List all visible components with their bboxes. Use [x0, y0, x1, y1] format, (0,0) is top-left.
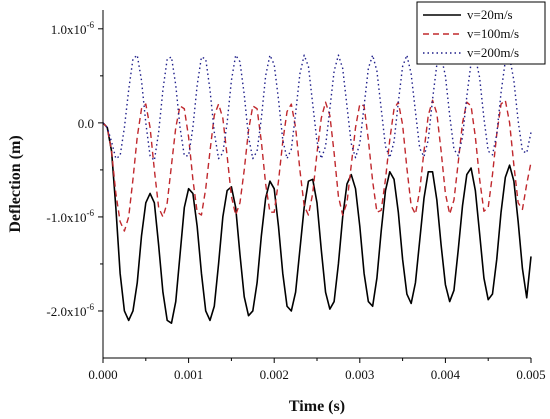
x-tick-label: 0.004: [431, 367, 461, 382]
legend-label-1: v=100m/s: [467, 26, 519, 41]
y-tick-label: 1.0x10-6: [51, 20, 95, 37]
legend-box: [416, 1, 546, 65]
y-tick-label-exponent: -6: [87, 208, 95, 218]
legend: v=20m/s v=100m/s v=200m/s: [416, 1, 546, 65]
y-axis-title: Deflection (m): [7, 135, 24, 232]
x-tick-label: 0.000: [88, 367, 117, 382]
y-tick-label: -2.0x10-6: [46, 302, 94, 319]
x-axis-title: Time (s): [289, 398, 345, 415]
y-tick-label-exponent: -6: [87, 20, 95, 30]
x-tick-label: 0.003: [345, 367, 374, 382]
y-tick-label-base: 1.0x10: [51, 22, 87, 37]
x-tick-label: 0.002: [260, 367, 289, 382]
legend-label-0: v=20m/s: [467, 7, 513, 22]
x-tick-label: 0.005: [516, 367, 545, 382]
y-tick-label: 0.0: [78, 116, 94, 131]
series-line-0: [102, 122, 532, 324]
legend-label-2: v=200m/s: [467, 45, 519, 60]
axes: 0.000 0.001 0.002 0.003 0.004 0.0051.0x10-60.…: [7, 10, 546, 415]
y-tick-label-exponent: -6: [87, 302, 95, 312]
plot-area: [102, 54, 532, 324]
series-line-1: [102, 99, 532, 232]
y-tick-label: -1.0x10-6: [46, 208, 94, 225]
x-tick-label: 0.001: [174, 367, 203, 382]
y-tick-label-base: -2.0x10: [46, 304, 86, 319]
y-tick-label-base: 0.0: [78, 116, 94, 131]
series-line-2: [102, 54, 532, 162]
y-tick-label-base: -1.0x10: [46, 210, 86, 225]
